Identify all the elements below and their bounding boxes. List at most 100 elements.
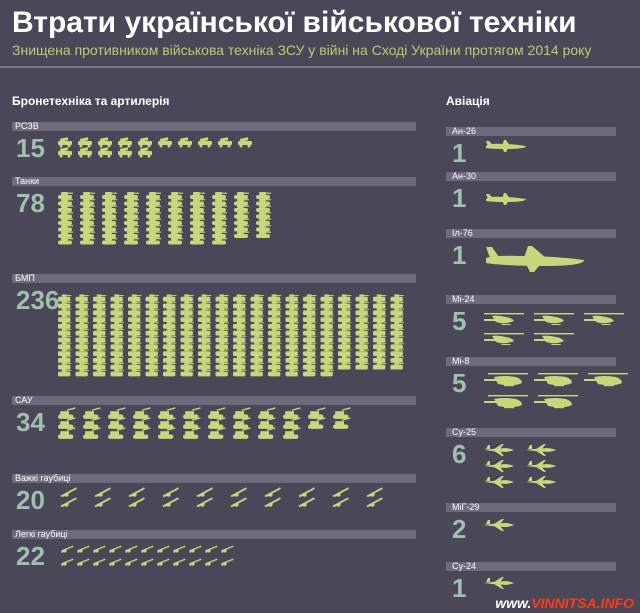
ifv-icon [180,369,194,377]
category-value-armor-0: 15 [16,133,45,163]
ifv-icon [233,314,247,322]
category-label-armor-5: Легкі гаубиці [15,529,68,539]
ifv-icon [338,342,352,350]
ifv-icon [163,342,177,350]
tank-icon [212,211,227,219]
mlrs-icon [98,137,112,148]
ifv-icon [250,342,264,350]
ifv-icon [250,301,264,309]
ifv-icon [93,308,107,316]
tank-icon [234,198,249,206]
attack-helicopter-icon [534,333,574,345]
spg-icon [58,427,76,439]
ifv-icon [110,342,124,350]
jet-icon [484,476,514,488]
page-subtitle: Знищена противником військова техніка ЗС… [12,42,592,58]
ifv-icon [268,362,282,370]
ifv-icon [250,348,264,356]
ifv-icon [58,321,72,329]
tank-icon [58,237,73,245]
ifv-icon [198,301,212,309]
ifv-icon [285,321,299,329]
ifv-icon [163,314,177,322]
category-bar-aviation-5 [446,428,616,437]
ifv-icon [390,362,404,370]
ifv-icon [163,362,177,370]
ifv-icon [93,328,107,336]
light-howitzer-icon [125,545,138,553]
mlrs-icon [118,137,132,148]
helicopter-icon [534,373,578,387]
tank-icon [212,198,227,206]
spg-icon [58,417,76,429]
ifv-icon [110,301,124,309]
spg-icon [308,417,326,429]
ifv-icon [390,301,404,309]
tank-icon [212,231,227,238]
watermark: www.VINNITSA.INFO [495,595,634,611]
category-value-aviation-3: 5 [452,306,467,336]
ifv-icon [215,328,229,336]
spg-icon [258,427,276,439]
tank-icon [80,237,95,245]
tank-icon [256,218,271,225]
ifv-icon [180,328,194,336]
tank-icon [58,205,73,212]
ifv-icon [285,369,299,377]
ifv-icon [373,321,387,329]
ifv-icon [145,301,159,309]
spg-icon [133,427,151,439]
category-bar-armor-5 [12,530,416,539]
ifv-icon [233,328,247,336]
spg-icon [233,417,251,429]
ifv-icon [198,342,212,350]
ifv-icon [233,308,247,316]
category-label-aviation-6: МіГ-29 [452,502,480,512]
ifv-icon [75,301,89,309]
light-howitzer-icon [189,558,202,566]
ifv-icon [198,335,212,343]
light-howitzer-icon [157,558,170,566]
ifv-icon [233,362,247,370]
ifv-icon [180,342,194,350]
ifv-icon [110,369,124,377]
light-howitzer-icon [173,545,186,553]
spg-icon [133,407,151,419]
category-bar-armor-1 [12,177,416,186]
ifv-icon [355,308,369,316]
ifv-icon [75,355,89,363]
ifv-icon [145,342,159,350]
ifv-icon [128,355,142,363]
ifv-icon [128,321,142,329]
ifv-icon [338,308,352,316]
ifv-icon [355,321,369,329]
ifv-icon [163,328,177,336]
category-label-aviation-4: Мі-8 [452,356,470,366]
tank-icon [256,205,271,212]
ifv-icon [145,314,159,322]
ifv-icon [320,348,334,356]
heavy-howitzer-icon [60,487,77,498]
ifv-icon [303,348,317,356]
ifv-icon [355,342,369,350]
heavy-howitzer-icon [94,487,111,498]
mlrs-icon [138,137,152,148]
ifv-icon [128,362,142,370]
attack-helicopter-icon [484,313,524,325]
spg-icon [208,427,226,439]
ifv-icon [145,335,159,343]
ifv-icon [285,314,299,322]
category-bar-aviation-4 [446,357,616,366]
ifv-icon [250,355,264,363]
category-bar-armor-2 [12,274,416,283]
ifv-icon [215,308,229,316]
spg-icon [258,417,276,429]
light-howitzer-icon [205,558,218,566]
ifv-icon [58,314,72,322]
aviation-section-title: Авіація [446,94,490,108]
ifv-icon [373,362,387,370]
ifv-icon [128,308,142,316]
ifv-icon [338,355,352,363]
ifv-icon [58,342,72,350]
ifv-icon [338,321,352,329]
